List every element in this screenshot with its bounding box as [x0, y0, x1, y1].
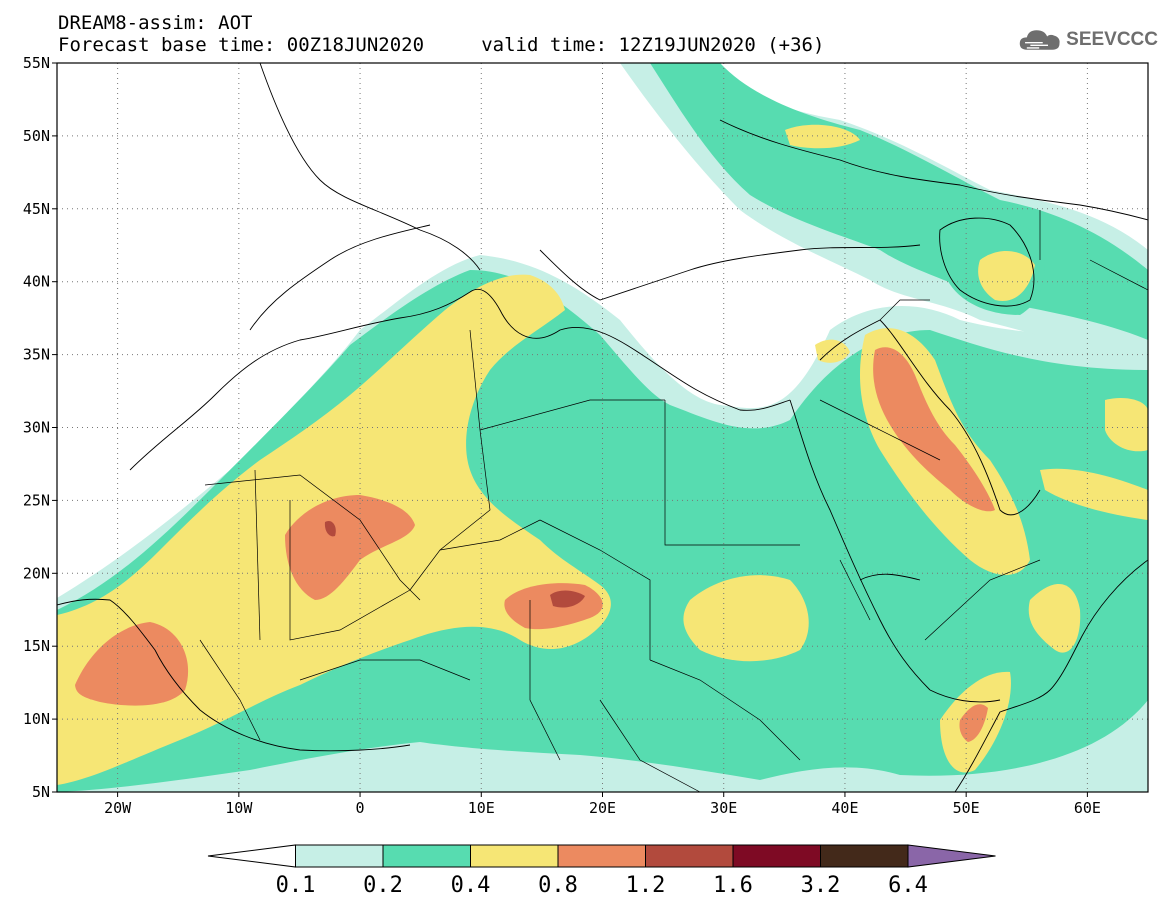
colorbar-label: 1.6	[713, 873, 753, 898]
logo-text: SEEVCCC	[1066, 29, 1158, 50]
lat-tick-label: 15N	[23, 637, 50, 655]
colorbar-segment	[382, 844, 471, 868]
lon-tick-label: 40E	[831, 799, 858, 817]
lon-tick-label: 10W	[225, 799, 253, 817]
lat-tick-label: 30N	[23, 419, 50, 437]
colorbar-segment	[645, 844, 734, 868]
lat-tick-label: 50N	[23, 127, 50, 145]
colorbar-segment	[557, 844, 646, 868]
colorbar-label: 6.4	[888, 873, 928, 898]
country-borders	[199, 210, 1148, 792]
lat-tick-label: 25N	[23, 491, 50, 509]
coastlines	[57, 63, 1148, 792]
map-title: DREAM8-assim: AOT	[58, 12, 253, 34]
colorbar-label: 0.2	[363, 873, 403, 898]
cloud-icon	[1019, 30, 1060, 50]
longitude-axis: 20W 10W 0 10E 20E 30E 40E 50E 60E	[104, 792, 1101, 817]
lat-tick-label: 10N	[23, 710, 50, 728]
colorbar-label: 0.1	[276, 873, 316, 898]
colorbar: 0.1 0.2 0.4 0.8 1.2 1.6 3.2 6.4	[207, 844, 996, 898]
lon-tick-label: 10E	[468, 799, 495, 817]
colorbar-label: 1.2	[626, 873, 666, 898]
lon-tick-label: 20E	[589, 799, 616, 817]
lat-tick-label: 35N	[23, 346, 50, 364]
lon-tick-label: 30E	[710, 799, 737, 817]
seevccc-logo: SEEVCCC	[1018, 22, 1158, 58]
lon-tick-label: 50E	[953, 799, 980, 817]
colorbar-segment	[470, 844, 559, 868]
forecast-times: Forecast base time: 00Z18JUN2020 valid t…	[58, 34, 825, 56]
lon-tick-label: 0	[356, 799, 365, 817]
lat-tick-label: 55N	[23, 54, 50, 72]
colorbar-label: 3.2	[801, 873, 841, 898]
latitude-axis: 55N 50N 45N 40N 35N 30N 25N 20N 15N 10N 5N	[23, 54, 57, 801]
lon-tick-label: 20W	[104, 799, 132, 817]
colorbar-segment	[732, 844, 821, 868]
aot-band-1.2	[324, 520, 585, 608]
lon-tick-label: 60E	[1074, 799, 1101, 817]
colorbar-segment	[295, 844, 384, 868]
lat-tick-label: 5N	[32, 783, 50, 801]
colorbar-label: 0.4	[451, 873, 491, 898]
lat-tick-label: 40N	[23, 273, 50, 291]
colorbar-segment	[820, 844, 909, 868]
colorbar-label: 0.8	[538, 873, 578, 898]
grid-lines	[57, 63, 1148, 792]
lat-tick-label: 45N	[23, 200, 50, 218]
colorbar-segment	[207, 844, 296, 868]
lat-tick-label: 20N	[23, 564, 50, 582]
colorbar-segment	[907, 844, 996, 868]
